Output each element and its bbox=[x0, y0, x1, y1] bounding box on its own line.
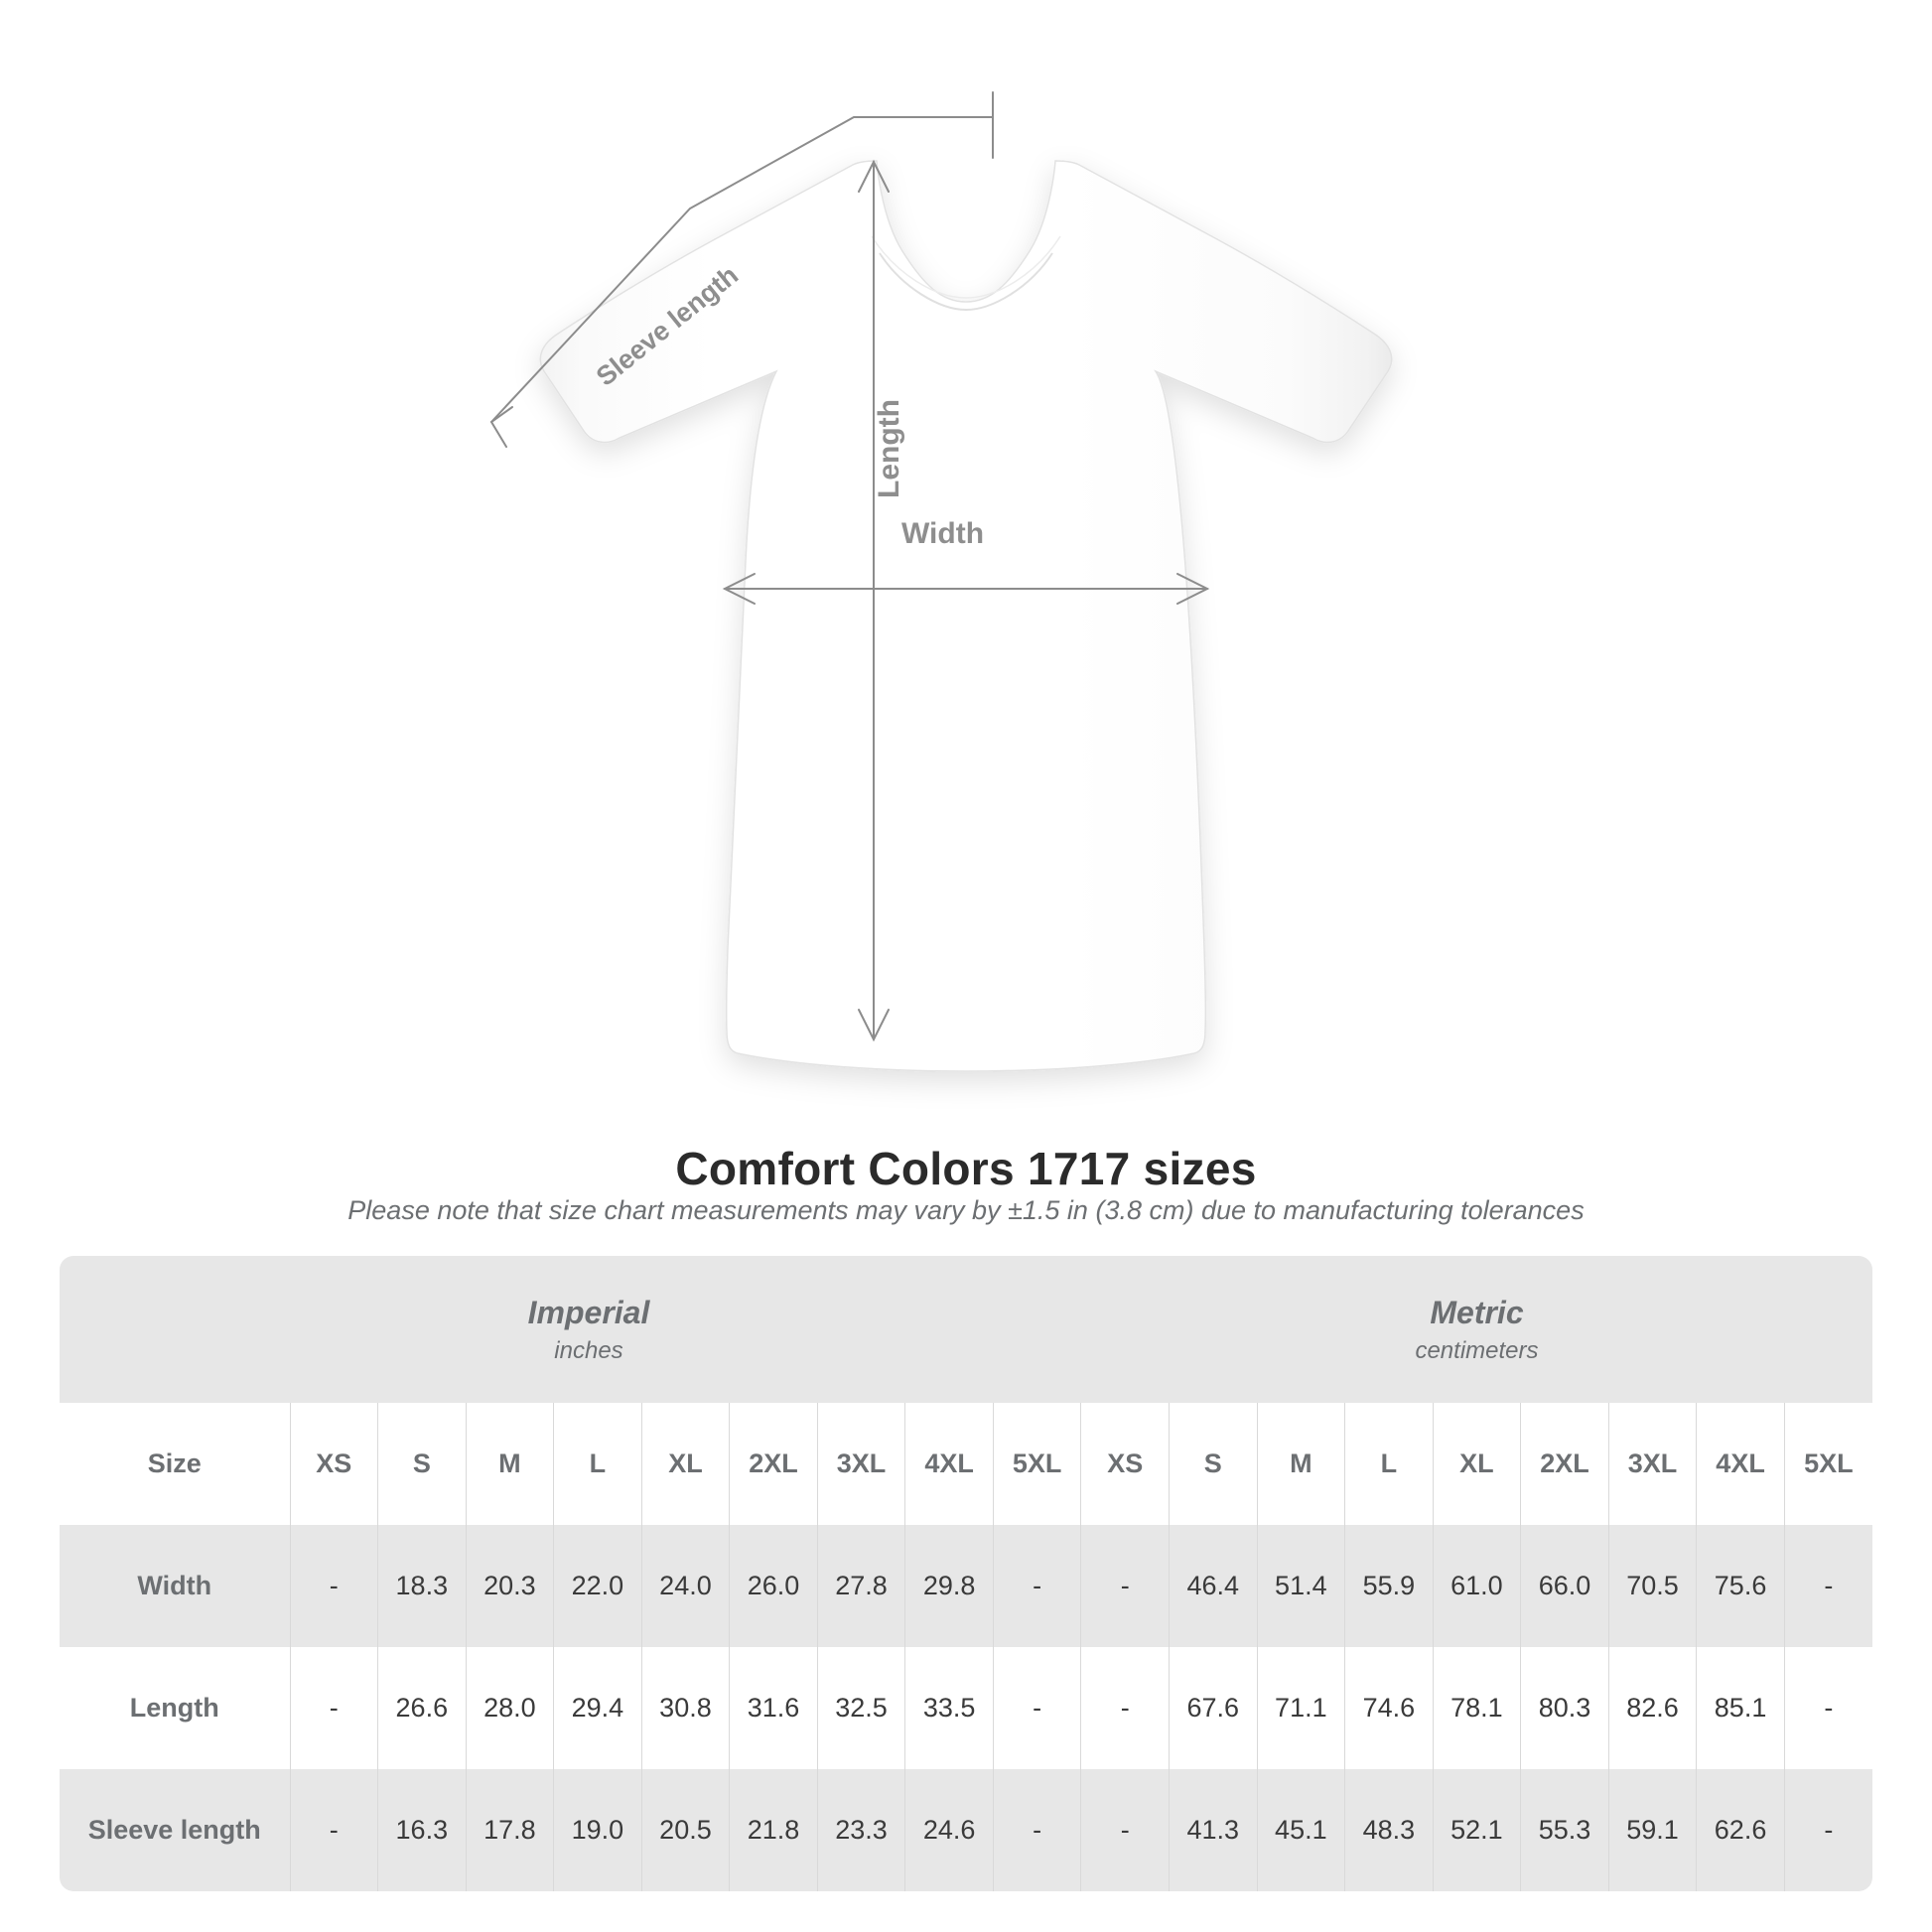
svg-text:Width: Width bbox=[901, 517, 984, 550]
svg-text:Length: Length bbox=[873, 399, 905, 498]
